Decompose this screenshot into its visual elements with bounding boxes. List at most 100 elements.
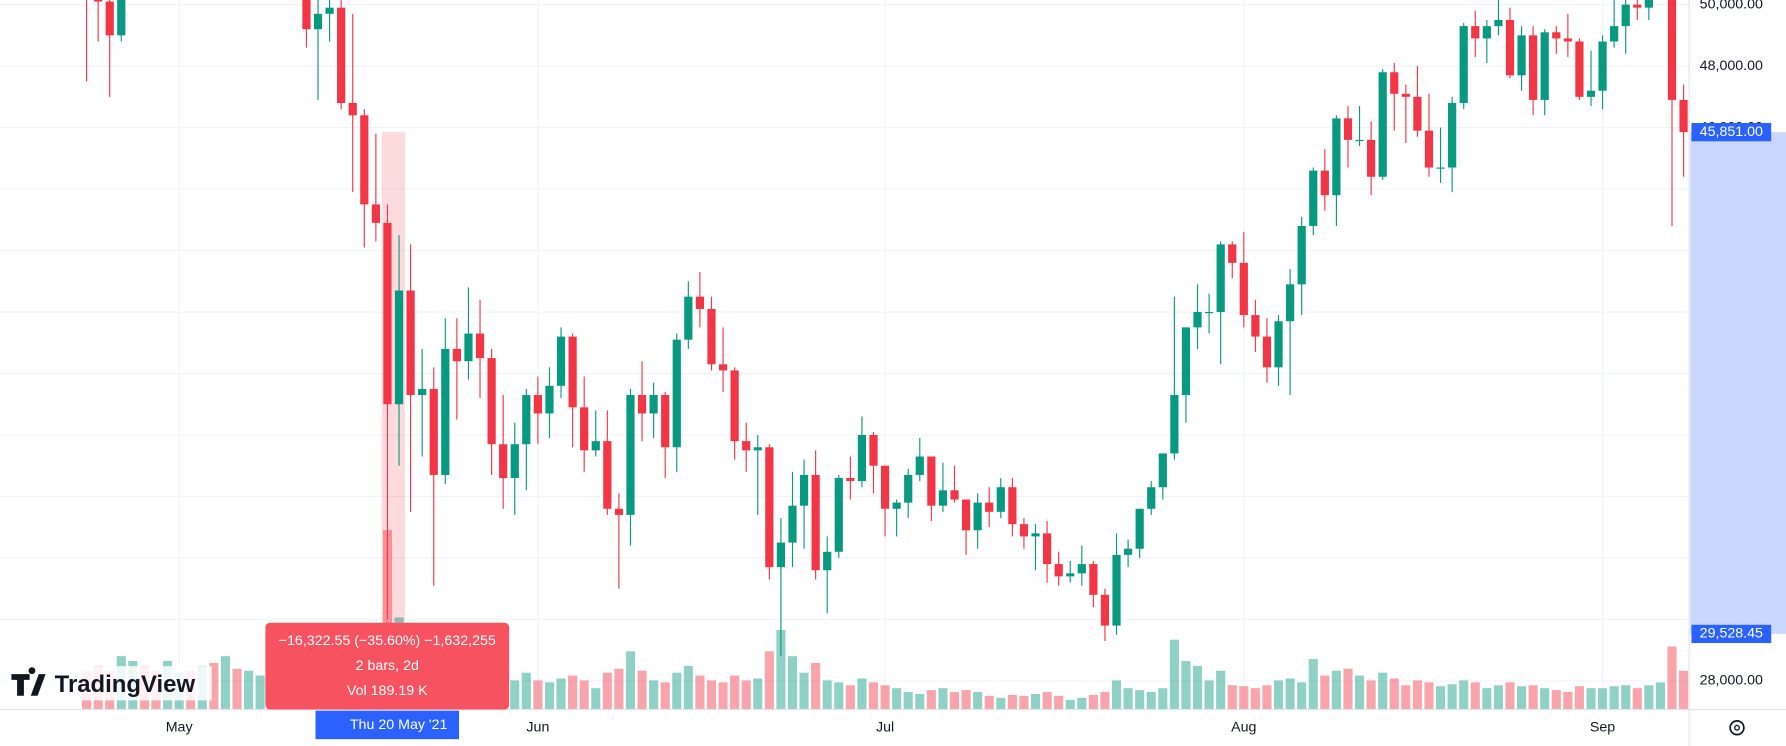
candle-body: [1008, 487, 1017, 525]
candle-body: [1517, 35, 1526, 76]
candle-body: [626, 395, 635, 515]
candle-body: [1471, 26, 1480, 39]
settings-icon[interactable]: [1729, 720, 1745, 736]
candle-body: [1158, 453, 1167, 488]
volume-bar: [1667, 646, 1677, 710]
candle-body: [1216, 244, 1225, 313]
x-tick-label: May: [166, 720, 194, 736]
volume-bar: [683, 665, 693, 710]
candle-body: [1147, 487, 1156, 509]
candle-body: [869, 434, 878, 466]
candle-body: [707, 308, 716, 365]
volume-bar: [1412, 680, 1422, 710]
volume-bar: [1239, 686, 1249, 710]
candle-body: [580, 407, 589, 451]
volume-bar: [1563, 692, 1573, 710]
candle-body: [1297, 225, 1306, 285]
volume-bar: [822, 680, 832, 710]
candle-body: [1505, 19, 1515, 76]
candle-body: [1436, 167, 1445, 169]
candle-body: [1355, 139, 1364, 142]
price-label-bg: [1691, 624, 1772, 644]
candle-body: [672, 339, 681, 448]
candle-body: [1066, 573, 1075, 577]
candle-body: [776, 542, 786, 568]
y-tick-label: 50,000.00: [1700, 0, 1763, 12]
volume-bar: [1574, 686, 1584, 710]
candle-body: [1390, 72, 1399, 94]
volume-bar: [811, 662, 821, 710]
volume-bar: [1088, 694, 1098, 710]
volume-bar: [695, 675, 705, 710]
candle-body: [799, 474, 809, 506]
volume-bar: [1100, 692, 1110, 710]
volume-bar: [1054, 695, 1064, 710]
candle-body: [1424, 130, 1434, 168]
candle-body: [614, 508, 624, 515]
volume-bar: [209, 662, 219, 710]
candle-body: [603, 441, 612, 509]
volume-bar: [1019, 695, 1029, 710]
candle-body: [1042, 533, 1052, 565]
volume-bar: [1308, 659, 1318, 710]
candle-body: [1633, 4, 1642, 8]
candle-body: [94, 0, 103, 2]
candle-body: [1274, 321, 1283, 368]
candle-body: [1077, 564, 1086, 574]
volume-bar: [1505, 682, 1515, 710]
candle-body: [1610, 26, 1619, 42]
volume-bar: [1181, 661, 1191, 710]
volume-bar: [1459, 680, 1469, 710]
volume-bar: [232, 668, 242, 710]
volume-bar: [1482, 688, 1492, 710]
volume-bar: [1123, 688, 1133, 710]
volume-bar: [1354, 675, 1365, 710]
volume-bar: [1273, 680, 1284, 710]
volume-bar: [244, 670, 254, 710]
candle-body: [1228, 244, 1237, 263]
candle-body: [996, 487, 1005, 512]
volume-bar: [1540, 688, 1550, 710]
candle-body: [1563, 38, 1572, 42]
candle-body: [661, 395, 670, 448]
volume-bar: [1331, 670, 1341, 710]
candle-body: [1019, 524, 1029, 537]
volume-bar: [1077, 697, 1087, 710]
candle-body: [429, 388, 438, 475]
volume-bar: [1250, 688, 1260, 710]
tooltip-line: −16,322.55 (−35.60%) −1,632,255: [279, 633, 496, 649]
volume-bar: [1435, 686, 1446, 710]
volume-bar: [1158, 688, 1168, 710]
volume-bar: [1320, 675, 1330, 710]
candle-body: [1135, 508, 1144, 549]
volume-bar: [660, 682, 670, 710]
candle-body: [1343, 118, 1353, 140]
candle-body: [1320, 170, 1329, 196]
candle-body: [1239, 262, 1248, 316]
volume-bar: [672, 672, 682, 710]
x-tick-label: Aug: [1231, 720, 1256, 736]
candle-body: [834, 478, 843, 552]
candle-body: [1054, 564, 1063, 577]
volume-bar: [1042, 692, 1052, 710]
volume-bar: [1632, 688, 1642, 710]
volume-bar: [787, 656, 798, 710]
gear[interactable]: [1729, 720, 1745, 736]
candle-body: [1459, 26, 1468, 103]
candle-body: [1100, 594, 1110, 626]
volume-bar: [625, 651, 636, 710]
volume-bar: [1679, 670, 1689, 710]
candle-body: [718, 364, 728, 371]
volume-bar: [845, 685, 855, 710]
volume-bar: [834, 682, 844, 710]
candle-body: [684, 296, 693, 340]
candle-body: [950, 490, 959, 500]
volume-bar: [1169, 639, 1179, 710]
volume-bar: [533, 680, 543, 710]
candle-body: [880, 465, 890, 509]
price-label: 29,528.45: [1700, 626, 1763, 642]
volume-bar: [220, 656, 230, 710]
candle-body: [1367, 139, 1376, 177]
volume-bar: [637, 670, 647, 710]
axis: 50,000.0048,000.0046,000.0044,000.0042,0…: [166, 0, 1786, 736]
